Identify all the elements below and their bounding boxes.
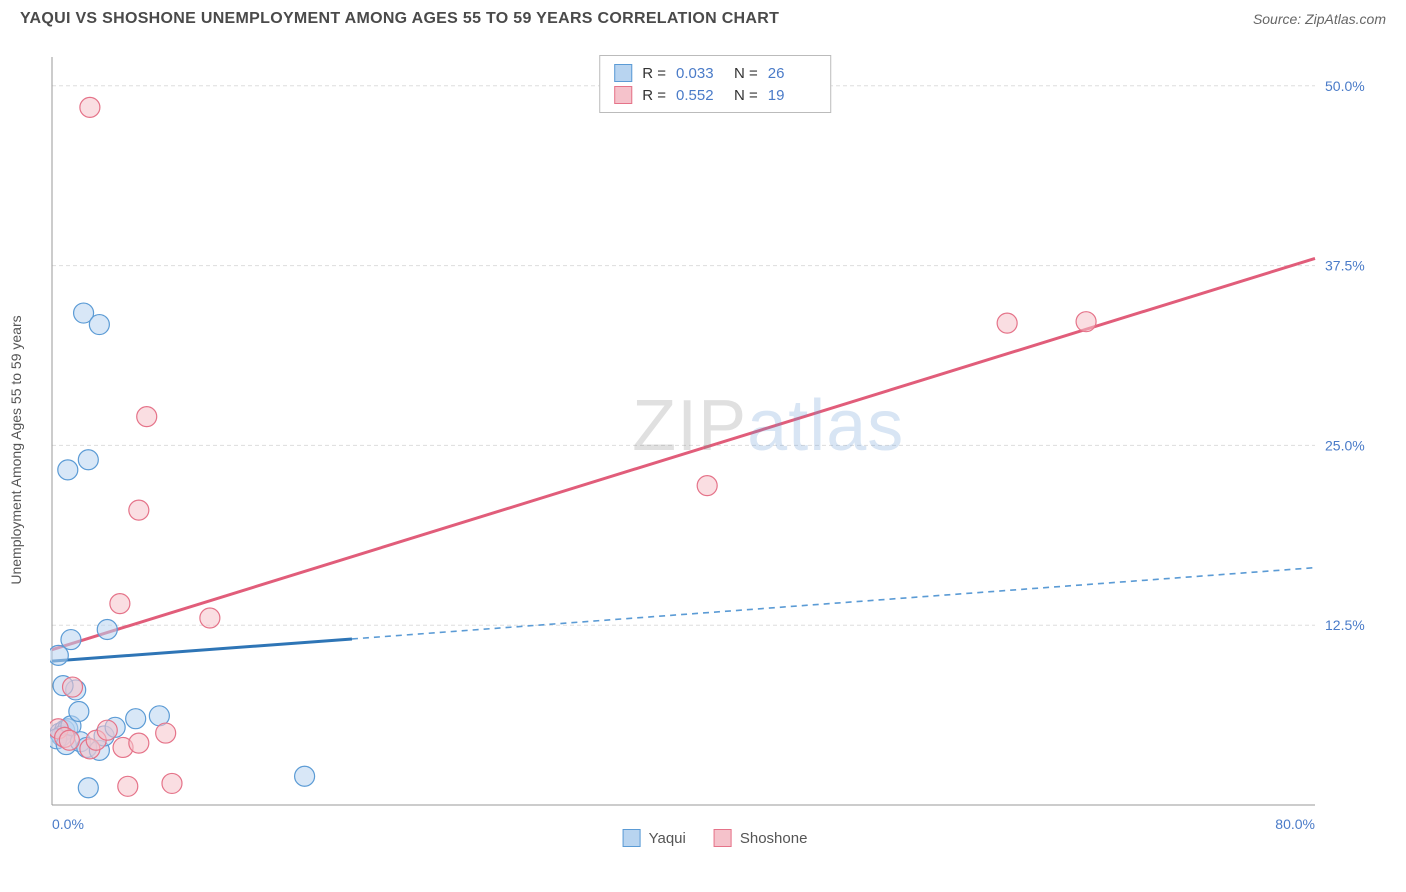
legend-label-yaqui: Yaqui [649, 830, 686, 847]
stats-r-shoshone: 0.552 [676, 87, 724, 104]
stats-n-shoshone: 19 [768, 87, 816, 104]
stats-n-label: N = [734, 65, 758, 82]
shoshone-swatch-icon [614, 86, 632, 104]
stats-r-label: R = [642, 65, 666, 82]
svg-text:37.5%: 37.5% [1325, 258, 1365, 274]
source-label: Source: ZipAtlas.com [1253, 11, 1386, 27]
scatter-plot: 12.5% 25.0% 37.5% 50.0% 0.0% 80.0% [50, 55, 1380, 845]
shoshone-legend-swatch-icon [714, 829, 732, 847]
legend-item-shoshone: Shoshone [714, 829, 808, 847]
chart-container: YAQUI VS SHOSHONE UNEMPLOYMENT AMONG AGE… [0, 0, 1406, 892]
legend-label-shoshone: Shoshone [740, 830, 808, 847]
legend-item-yaqui: Yaqui [623, 829, 686, 847]
yaqui-legend-swatch-icon [623, 829, 641, 847]
stats-r-yaqui: 0.033 [676, 65, 724, 82]
svg-text:50.0%: 50.0% [1325, 78, 1365, 94]
stats-n-yaqui: 26 [768, 65, 816, 82]
legend: Yaqui Shoshone [623, 829, 808, 847]
stats-row-yaqui: R = 0.033 N = 26 [614, 62, 816, 84]
chart-area: Unemployment Among Ages 55 to 59 years 1… [50, 55, 1380, 845]
svg-text:25.0%: 25.0% [1325, 437, 1365, 453]
yaqui-swatch-icon [614, 64, 632, 82]
title-bar: YAQUI VS SHOSHONE UNEMPLOYMENT AMONG AGE… [0, 0, 1406, 36]
stats-r-label-2: R = [642, 87, 666, 104]
y-axis-label: Unemployment Among Ages 55 to 59 years [8, 315, 24, 584]
chart-title: YAQUI VS SHOSHONE UNEMPLOYMENT AMONG AGE… [20, 10, 779, 28]
svg-text:80.0%: 80.0% [1275, 816, 1315, 832]
stats-n-label-2: N = [734, 87, 758, 104]
svg-text:0.0%: 0.0% [52, 816, 84, 832]
stats-row-shoshone: R = 0.552 N = 19 [614, 84, 816, 106]
svg-text:12.5%: 12.5% [1325, 617, 1365, 633]
stats-box: R = 0.033 N = 26 R = 0.552 N = 19 [599, 55, 831, 113]
